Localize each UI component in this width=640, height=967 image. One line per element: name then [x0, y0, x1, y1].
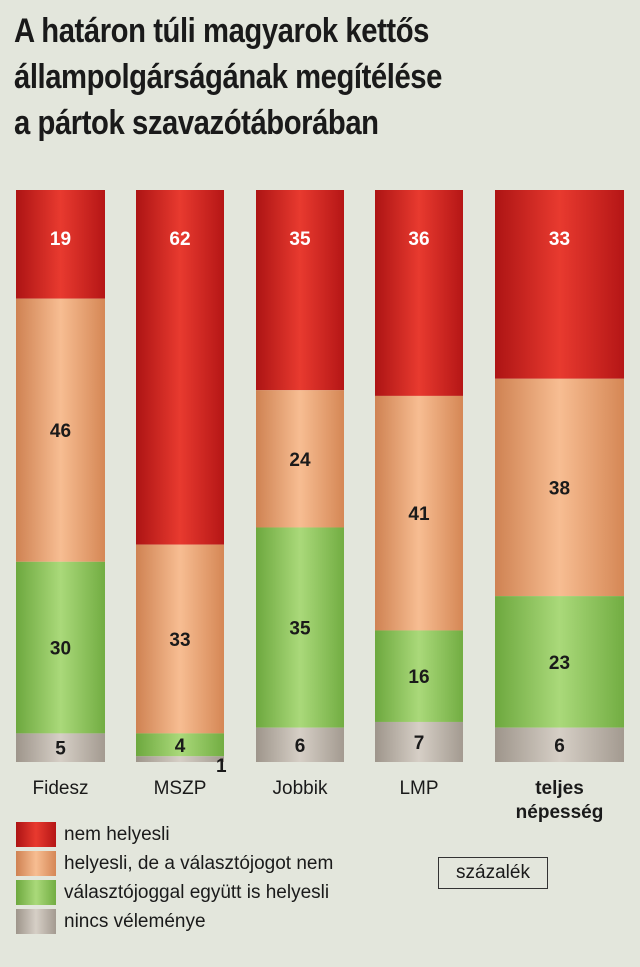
legend-item-helyesli-de-nem: helyesli, de a választójogot nem — [16, 849, 333, 878]
data-label: 33 — [169, 630, 190, 651]
title-line-2: állampolgárságának megítélése — [14, 58, 442, 96]
data-label: 62 — [169, 229, 190, 250]
title-line-3: a pártok szavazótáborában — [14, 104, 379, 142]
bar-segment — [256, 390, 344, 528]
bar-segment — [375, 395, 463, 631]
data-label: 33 — [549, 229, 570, 250]
chart-title: A határon túli magyarok kettős állampolg… — [14, 8, 539, 146]
category-label: teljes — [535, 778, 584, 799]
legend-swatch-helyesli-de-nem — [16, 851, 56, 876]
unit-label: százalék — [456, 862, 530, 883]
bar-segment — [375, 630, 463, 722]
unit-box: százalék — [438, 857, 548, 889]
bar-segment — [16, 190, 105, 299]
data-label: 35 — [289, 619, 311, 640]
bar-segment — [256, 527, 344, 728]
bar-segment — [136, 190, 224, 545]
data-label: 38 — [549, 478, 570, 499]
bar-segment — [495, 727, 624, 762]
legend-label: nincs véleménye — [64, 910, 206, 932]
data-label: 24 — [289, 450, 311, 471]
bar-segment — [136, 756, 224, 762]
data-label: 6 — [295, 736, 306, 757]
category-label: MSZP — [154, 778, 207, 799]
data-label: 23 — [549, 653, 570, 674]
legend-label: nem helyesli — [64, 823, 170, 845]
bar-segment — [256, 727, 344, 762]
legend: nem helyesli helyesli, de a választójogo… — [16, 820, 333, 936]
category-label: népesség — [516, 802, 604, 823]
data-label: 6 — [554, 736, 565, 757]
data-label: 19 — [50, 229, 71, 250]
bar-segment — [16, 561, 105, 734]
data-label: 5 — [55, 739, 66, 760]
data-label: 16 — [408, 667, 429, 688]
bar-segment — [16, 298, 105, 562]
bar-segment — [495, 190, 624, 379]
data-label: 36 — [408, 229, 429, 250]
category-label: LMP — [399, 778, 438, 799]
data-label: 1 — [216, 756, 227, 777]
data-label: 4 — [175, 736, 186, 757]
category-label: Fidesz — [33, 778, 89, 799]
data-label: 35 — [289, 229, 311, 250]
bar-segment — [136, 544, 224, 734]
legend-swatch-nem-helyesli — [16, 822, 56, 847]
data-label: 41 — [408, 504, 430, 525]
bar-segment — [495, 378, 624, 597]
legend-item-valasztojoggal: választójoggal együtt is helyesli — [16, 878, 333, 907]
bar-segment — [495, 596, 624, 728]
legend-item-nincs: nincs véleménye — [16, 907, 333, 936]
legend-item-nem-helyesli: nem helyesli — [16, 820, 333, 849]
bar-segment — [375, 721, 463, 762]
legend-swatch-valasztojoggal — [16, 880, 56, 905]
legend-label: választójoggal együtt is helyesli — [64, 881, 330, 903]
bar-segment — [375, 190, 463, 396]
data-label: 46 — [50, 421, 71, 442]
category-label: Jobbik — [273, 778, 328, 799]
legend-label: helyesli, de a választójogot nem — [64, 852, 334, 874]
bar-segment — [16, 733, 105, 762]
title-line-1: A határon túli magyarok kettős — [14, 12, 429, 50]
bar-segment — [256, 190, 344, 391]
data-label: 30 — [50, 639, 71, 660]
legend-swatch-nincs — [16, 909, 56, 934]
data-label: 7 — [414, 733, 425, 754]
bar-segment — [136, 733, 224, 757]
